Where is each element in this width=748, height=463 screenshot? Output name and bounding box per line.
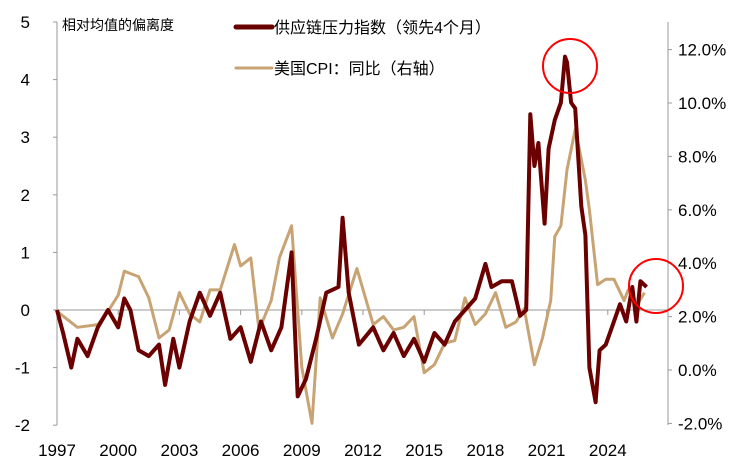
left-tick-label: 1	[21, 243, 30, 262]
annotation-circle-peak	[542, 38, 598, 94]
x-tick-label: 2003	[160, 441, 198, 460]
x-tick-label: 2015	[405, 441, 443, 460]
annotation-circle-recent	[628, 258, 684, 314]
left-tick-label: 4	[21, 71, 30, 90]
right-tick-label: 0.0%	[678, 361, 717, 380]
right-tick-label: 4.0%	[678, 254, 717, 273]
legend-label-pressure: 供应链压力指数（领先4个月）	[274, 18, 491, 37]
right-tick-label: -2.0%	[678, 414, 722, 433]
right-tick-label: 2.0%	[678, 308, 717, 327]
left-tick-label: 5	[21, 13, 30, 32]
left-tick-label: 3	[21, 128, 30, 147]
pressure-index-line	[55, 54, 648, 405]
series-group	[55, 54, 648, 425]
right-tick-label: 8.0%	[678, 147, 717, 166]
x-tick-label: 2006	[222, 441, 260, 460]
x-tick-label: 2009	[283, 441, 321, 460]
left-axis-label: 相对均值的偏离度	[62, 17, 174, 33]
left-tick-label: -2	[15, 416, 30, 435]
left-tick-label: 2	[21, 186, 30, 205]
left-tick-label: -1	[15, 359, 30, 378]
right-tick-label: 6.0%	[678, 201, 717, 220]
right-tick-labels: 12.0% 10.0% 8.0% 6.0% 4.0% 2.0% 0.0% -2.0%	[668, 41, 726, 433]
x-tick-label: 2024	[589, 441, 627, 460]
x-tick-labels: 1997 2000 2003 2006 2009 2012 2015 2018 2021 2024	[38, 310, 627, 460]
left-tick-labels: 5 4 3 2 1 0 -1 -2	[15, 13, 57, 435]
x-tick-label: 2018	[466, 441, 504, 460]
left-tick-label: 0	[21, 301, 30, 320]
x-tick-label: 2000	[99, 441, 137, 460]
x-tick-label: 2012	[344, 441, 382, 460]
legend: 供应链压力指数（领先4个月） 美国CPI：同比（右轴）	[233, 18, 491, 78]
x-tick-label: 1997	[38, 441, 76, 460]
right-tick-label: 12.0%	[678, 41, 726, 60]
legend-label-cpi: 美国CPI：同比（右轴）	[274, 60, 445, 78]
x-tick-label: 2021	[528, 441, 566, 460]
right-tick-label: 10.0%	[678, 94, 726, 113]
axes	[56, 22, 669, 425]
cpi-line	[56, 128, 646, 425]
